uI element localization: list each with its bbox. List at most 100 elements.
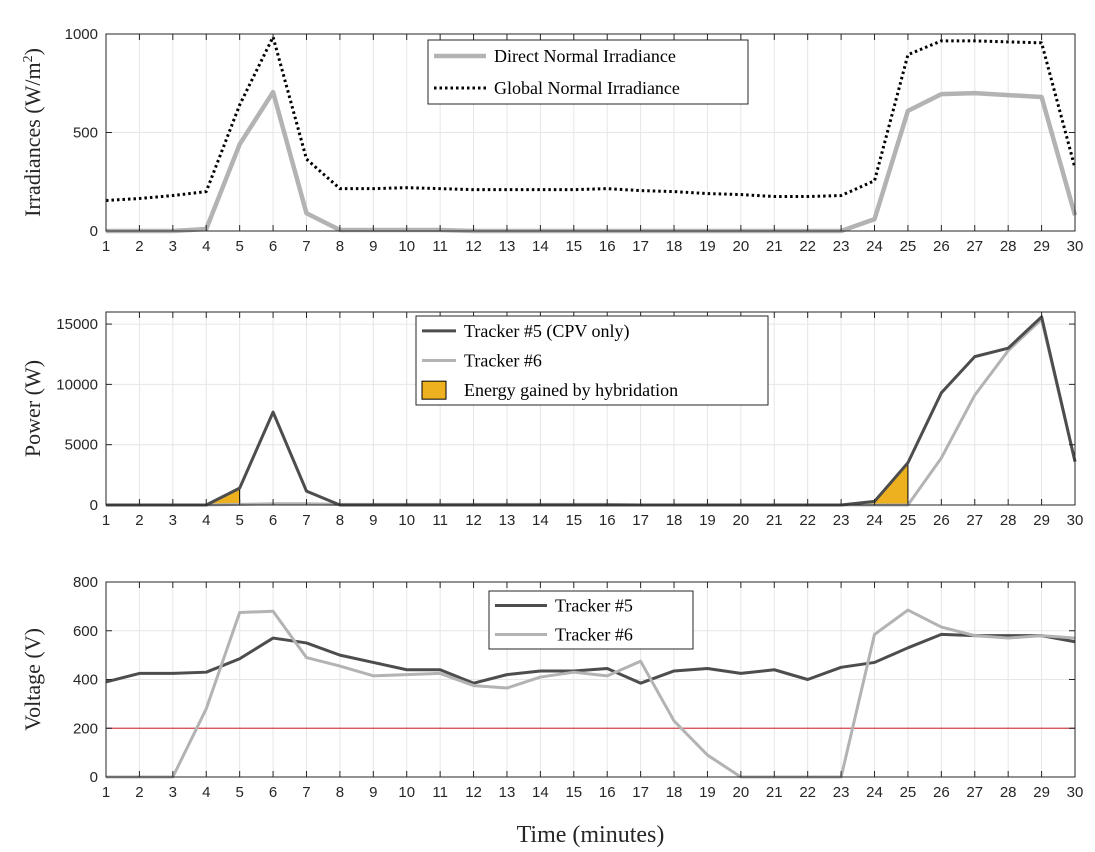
legend-box <box>427 39 749 105</box>
x-tick-label: 24 <box>866 238 883 255</box>
x-tick-label: 19 <box>699 238 716 255</box>
x-tick-label: 25 <box>900 238 917 255</box>
x-tick-label: 7 <box>302 238 310 255</box>
x-tick-label: 15 <box>565 512 582 529</box>
x-tick-label: 8 <box>336 784 344 801</box>
legend: Tracker #5 Tracker #6 <box>488 590 694 650</box>
x-tick-label: 27 <box>966 784 983 801</box>
x-tick-label: 20 <box>733 784 750 801</box>
x-tick-label: 11 <box>432 512 448 529</box>
irradiance-panel: 1 2 3 4 5 6 7 8 9 10 11 12 13 14 15 16 17 18 19 20 21 22 23 24 2… <box>20 26 1083 255</box>
y-tick-label: 600 <box>73 623 98 640</box>
voltage-panel: 1 2 3 4 5 6 7 8 9 10 11 12 13 14 15 16 17 18 19 20 21 22 23 24 2… <box>20 574 1083 848</box>
x-tick-label: 18 <box>666 784 683 801</box>
legend-box <box>415 315 769 406</box>
legend-label-1: Tracker #5 <box>555 596 633 616</box>
x-tick-label: 25 <box>900 512 917 529</box>
x-tick-label: 12 <box>465 512 482 529</box>
x-tick-label: 26 <box>933 512 950 529</box>
x-tick-label: 28 <box>1000 784 1017 801</box>
x-tick-label: 1 <box>102 784 110 801</box>
y-tick-label: 200 <box>73 720 98 737</box>
x-tick-label: 18 <box>666 238 683 255</box>
x-tick-label: 19 <box>699 784 716 801</box>
x-tick-label: 15 <box>565 238 582 255</box>
x-tick-label: 14 <box>532 238 549 255</box>
y-tick-label: 800 <box>73 574 98 591</box>
x-tick-label: 23 <box>833 512 850 529</box>
x-axis-label: Time (minutes) <box>517 822 665 848</box>
x-tick-label: 10 <box>398 512 415 529</box>
x-tick-label: 23 <box>833 238 850 255</box>
x-tick-label: 20 <box>733 512 750 529</box>
series-line-2 <box>106 608 1076 779</box>
x-tick-label: 9 <box>369 784 377 801</box>
x-tick-label: 6 <box>269 784 277 801</box>
x-tick-label: 15 <box>565 784 582 801</box>
x-tick-label: 4 <box>202 784 210 801</box>
x-tick-label: 29 <box>1033 784 1050 801</box>
x-tick-label: 11 <box>432 784 448 801</box>
x-tick-label: 21 <box>766 238 783 255</box>
x-tick-label: 21 <box>766 784 783 801</box>
x-tick-label: 12 <box>465 784 482 801</box>
x-tick-label: 1 <box>102 238 110 255</box>
x-tick-label: 22 <box>799 512 816 529</box>
x-tick-label: 27 <box>966 238 983 255</box>
y-tick-label: 0 <box>90 497 98 514</box>
x-tick-label: 23 <box>833 784 850 801</box>
y-tick-label: 500 <box>73 125 98 142</box>
x-tick-label: 10 <box>398 238 415 255</box>
legend: Tracker #5 (CPV only) Tracker #6 Energy ga… <box>415 315 769 406</box>
x-tick-label: 16 <box>599 784 616 801</box>
x-tick-label: 20 <box>733 238 750 255</box>
x-tick-label: 30 <box>1067 784 1084 801</box>
x-tick-label: 16 <box>599 512 616 529</box>
x-tick-label: 29 <box>1033 512 1050 529</box>
legend-swatch-energy <box>421 380 447 400</box>
legend-label-2: Global Normal Irradiance <box>494 78 680 98</box>
y-tick-label: 400 <box>73 672 98 689</box>
y-tick-label: 5000 <box>65 437 98 454</box>
y-tick-label: 15000 <box>56 316 98 333</box>
x-tick-label: 3 <box>169 512 177 529</box>
x-tick-label: 7 <box>302 512 310 529</box>
x-tick-label: 2 <box>135 512 143 529</box>
x-tick-label: 19 <box>699 512 716 529</box>
x-tick-label: 25 <box>900 784 917 801</box>
x-tick-label: 28 <box>1000 512 1017 529</box>
x-tick-label: 24 <box>866 784 883 801</box>
x-tick-label: 2 <box>135 784 143 801</box>
x-tick-label: 30 <box>1067 238 1084 255</box>
x-tick-label: 12 <box>465 238 482 255</box>
x-tick-label: 30 <box>1067 512 1084 529</box>
x-tick-label: 22 <box>799 784 816 801</box>
x-tick-label: 3 <box>169 238 177 255</box>
x-tick-label: 13 <box>499 238 516 255</box>
x-tick-label: 17 <box>632 512 649 529</box>
y-axis-label: Voltage (V) <box>20 628 45 731</box>
x-tick-label: 9 <box>369 238 377 255</box>
legend-label-1: Tracker #5 (CPV only) <box>464 321 630 342</box>
axes-box <box>105 311 1076 506</box>
x-tick-label: 14 <box>532 512 549 529</box>
x-tick-label: 7 <box>302 784 310 801</box>
x-tick-label: 11 <box>432 238 448 255</box>
x-tick-label: 6 <box>269 238 277 255</box>
x-tick-label: 21 <box>766 512 783 529</box>
series-line-1 <box>105 632 1076 685</box>
x-tick-label: 3 <box>169 784 177 801</box>
power-panel: 1 2 3 4 5 6 7 8 9 10 11 12 13 14 15 16 17 18 19 20 21 22 23 24 2… <box>20 311 1084 529</box>
y-tick-label: 10000 <box>56 376 98 393</box>
x-tick-label: 6 <box>269 512 277 529</box>
x-tick-label: 13 <box>499 512 516 529</box>
y-axis-label: Power (W) <box>20 360 45 457</box>
x-tick-label: 10 <box>398 784 415 801</box>
x-tick-label: 8 <box>336 238 344 255</box>
x-tick-label: 1 <box>102 512 110 529</box>
x-tick-label: 26 <box>933 784 950 801</box>
x-tick-label: 8 <box>336 512 344 529</box>
x-tick-label: 27 <box>966 512 983 529</box>
